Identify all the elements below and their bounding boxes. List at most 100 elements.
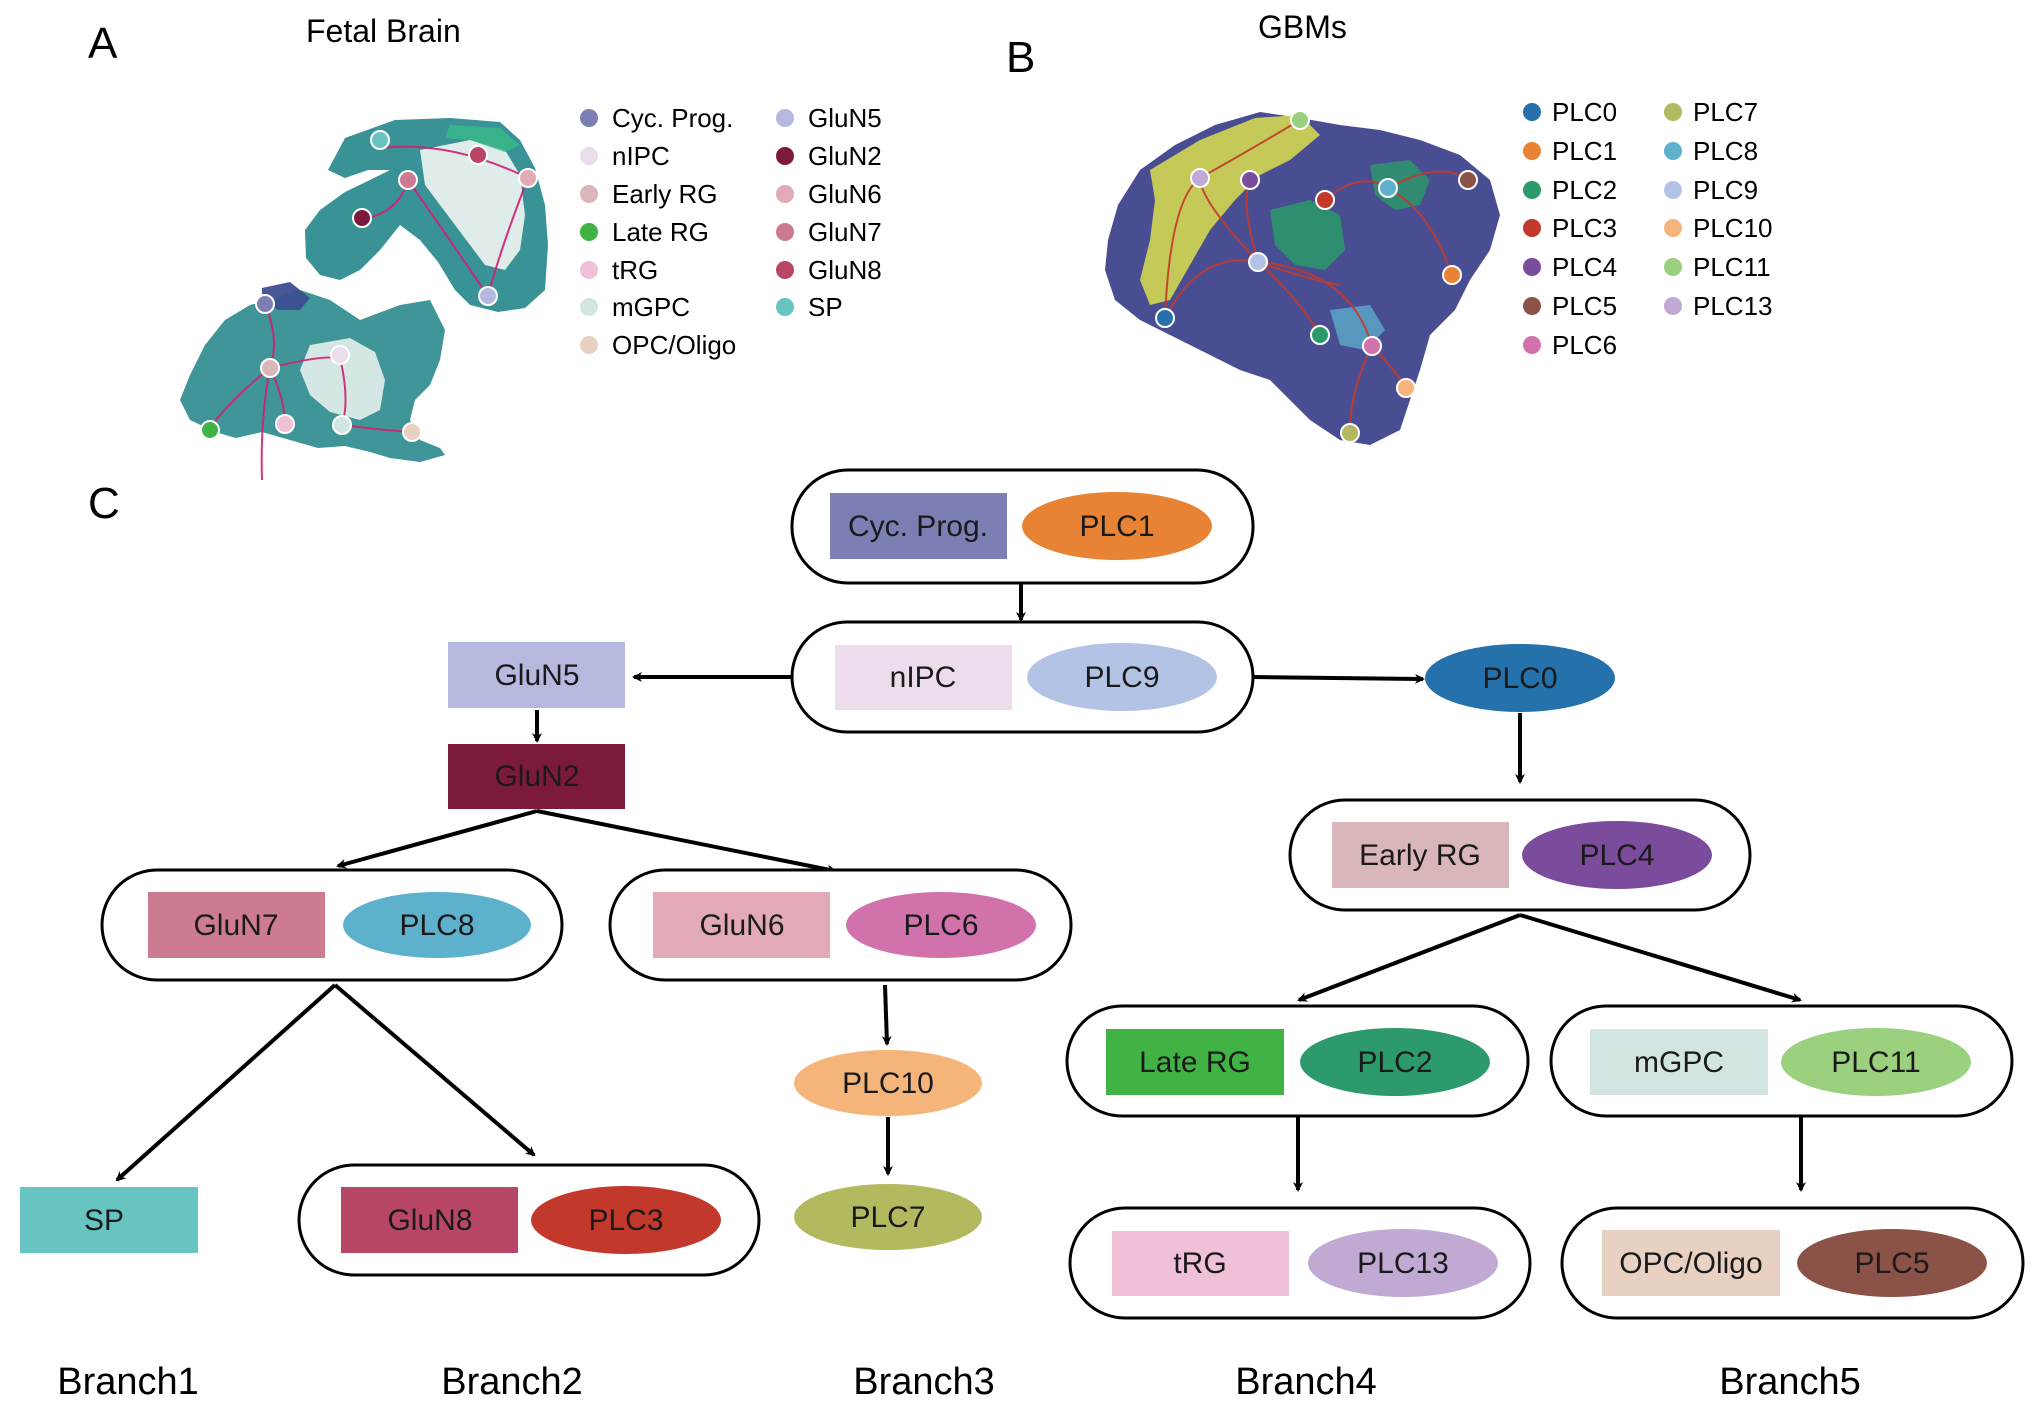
legend-label: nIPC (612, 141, 670, 171)
node-glun8-plc3: GluN8 PLC3 (297, 1163, 761, 1277)
cyc-prog-box (830, 493, 1007, 559)
legend-item: Cyc. Prog. (580, 103, 733, 133)
early-rg-box (1332, 822, 1509, 888)
panel-a-letter: A (88, 19, 118, 68)
edge-glun2-to-glun6 (536, 809, 837, 875)
plc8-oval (343, 892, 531, 958)
tree-edges (115, 583, 1806, 1192)
fetal-node-mgpc (332, 415, 352, 435)
legend-item: PLC5 (1523, 291, 1617, 321)
edge-earlyrg-to-mgpc (1519, 913, 1802, 1003)
legend-item: GluN5 (776, 103, 882, 133)
plc5-label: PLC5 (1854, 1247, 1929, 1280)
legend-item: OPC/Oligo (580, 330, 736, 360)
panel-b-title: GBMs (1258, 9, 1347, 45)
legend-label: PLC2 (1552, 175, 1617, 205)
legend-label: PLC6 (1552, 330, 1617, 360)
node-glun7-plc8: GluN7 PLC8 (100, 868, 564, 982)
glun2-label: GluN2 (494, 760, 579, 793)
umap-gbm-yellow-region (1140, 115, 1320, 305)
plc3-oval (531, 1186, 721, 1254)
legend-item: PLC0 (1523, 97, 1617, 127)
plc10-oval (794, 1050, 982, 1116)
legend-label: GluN8 (808, 255, 882, 285)
trg-label: tRG (1173, 1247, 1226, 1280)
plc2-label: PLC2 (1357, 1046, 1432, 1079)
legend-b-col1: PLC0 PLC1 PLC2 PLC3 PLC4 PLC5 PLC6 (1523, 97, 1617, 360)
late-rg-label: Late RG (1139, 1046, 1251, 1079)
legend-label: GluN6 (808, 179, 882, 209)
legend-item: GluN8 (776, 255, 882, 285)
fetal-node-glun7 (398, 170, 418, 190)
legend-item: PLC9 (1664, 175, 1758, 205)
edge-glun7-to-glun8 (333, 983, 536, 1157)
glun8-box (341, 1187, 518, 1253)
gbm-node-plc9 (1248, 252, 1268, 272)
legend-a: Cyc. Prog. nIPC Early RG Late RG tRG mGP… (580, 103, 882, 360)
node-opc-plc5: OPC/Oligo PLC5 (1560, 1206, 2025, 1320)
nipc-label: nIPC (890, 661, 957, 694)
fetal-node-early-rg (260, 358, 280, 378)
cyc-prog-label: Cyc. Prog. (848, 510, 988, 543)
edge-glun7-to-sp (115, 983, 337, 1182)
panel-a: A Fetal Brain (88, 13, 882, 481)
plc0-label: PLC0 (1482, 662, 1557, 695)
gbm-node-plc8 (1378, 178, 1398, 198)
plc10-label: PLC10 (842, 1067, 934, 1100)
node-mgpc-plc11: mGPC PLC11 (1549, 1004, 2014, 1118)
fetal-node-glun5 (478, 286, 498, 306)
trg-box (1112, 1231, 1289, 1296)
legend-item: PLC7 (1664, 97, 1758, 127)
node-glun2: GluN2 (448, 744, 625, 809)
legend-label: mGPC (612, 292, 690, 322)
edge-glun6-to-plc10 (881, 984, 892, 1046)
branch-label-3: Branch3 (853, 1361, 995, 1403)
fetal-node-nipc (330, 345, 350, 365)
legend-label: GluN5 (808, 103, 882, 133)
legend-item: PLC10 (1664, 213, 1773, 243)
node-trg-plc13: tRG PLC13 (1068, 1206, 1532, 1320)
legend-label: GluN2 (808, 141, 882, 171)
legend-b-col2: PLC7 PLC8 PLC9 PLC10 PLC11 PLC13 (1664, 97, 1773, 321)
plc1-oval (1022, 492, 1212, 560)
gbm-node-plc3 (1315, 190, 1335, 210)
legend-a-col1: Cyc. Prog. nIPC Early RG Late RG tRG mGP… (580, 103, 736, 360)
gbm-node-plc2 (1310, 325, 1330, 345)
legend-label: Late RG (612, 217, 709, 247)
plc8-label: PLC8 (399, 909, 474, 942)
edge-glun2-to-glun7 (336, 809, 538, 869)
legend-label: PLC11 (1693, 252, 1771, 282)
plc7-label: PLC7 (850, 1201, 925, 1234)
gbm-node-plc7 (1340, 423, 1360, 443)
panel-a-title: Fetal Brain (306, 13, 461, 49)
fetal-node-glun8 (468, 145, 488, 165)
gbm-node-plc13 (1190, 168, 1210, 188)
branch-label-5: Branch5 (1719, 1361, 1861, 1403)
umap-fetal-brain (180, 118, 548, 481)
plc13-oval (1308, 1229, 1498, 1297)
mgpc-box (1590, 1029, 1768, 1095)
gbm-node-plc5 (1458, 170, 1478, 190)
legend-item: mGPC (580, 292, 690, 322)
node-laterg-plc2: Late RG PLC2 (1065, 1004, 1530, 1118)
legend-label: GluN7 (808, 217, 882, 247)
plc7-oval (794, 1184, 982, 1250)
early-rg-label: Early RG (1359, 839, 1481, 872)
legend-label: OPC/Oligo (612, 330, 736, 360)
fetal-node-glun2 (352, 208, 372, 228)
node-plc7: PLC7 (794, 1184, 982, 1250)
node-plc10: PLC10 (794, 1050, 982, 1116)
fetal-node-cyc-prog (255, 294, 275, 314)
plc4-oval (1522, 821, 1712, 889)
node-glun5: GluN5 (448, 642, 625, 708)
gbm-node-plc1 (1442, 265, 1462, 285)
node-sp: SP (20, 1187, 198, 1253)
gbm-node-plc6 (1362, 336, 1382, 356)
legend-item: PLC1 (1523, 136, 1617, 166)
plc1-label: PLC1 (1079, 510, 1154, 543)
legend-item: nIPC (580, 141, 670, 171)
node-nipc-plc9: nIPC PLC9 (790, 620, 1255, 734)
plc11-oval (1781, 1028, 1971, 1096)
edge-nipc-to-plc0 (1252, 673, 1425, 684)
legend-item: PLC11 (1664, 252, 1771, 282)
